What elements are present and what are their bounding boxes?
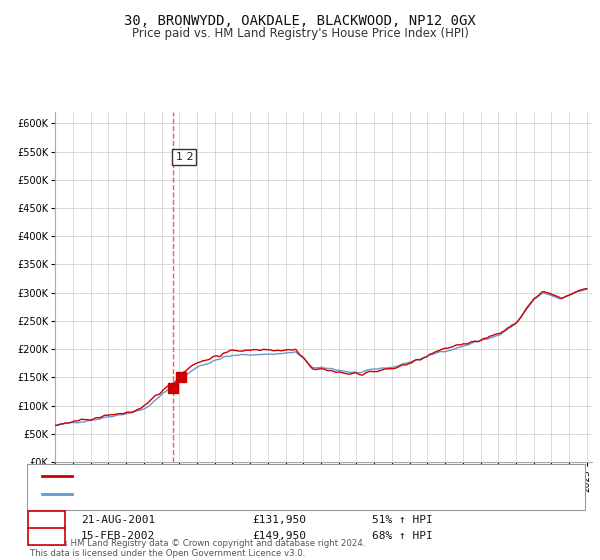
Text: HPI: Average price, detached house, Caerphilly: HPI: Average price, detached house, Caer…	[78, 489, 313, 499]
Text: Price paid vs. HM Land Registry's House Price Index (HPI): Price paid vs. HM Land Registry's House …	[131, 27, 469, 40]
Text: 21-AUG-2001: 21-AUG-2001	[81, 515, 155, 525]
Text: 1 2: 1 2	[176, 152, 193, 162]
Text: £149,950: £149,950	[252, 531, 306, 542]
Text: 30, BRONWYDD, OAKDALE, BLACKWOOD, NP12 0GX: 30, BRONWYDD, OAKDALE, BLACKWOOD, NP12 0…	[124, 14, 476, 28]
Text: 30, BRONWYDD, OAKDALE, BLACKWOOD, NP12 0GX (detached house): 30, BRONWYDD, OAKDALE, BLACKWOOD, NP12 0…	[78, 471, 430, 481]
Text: £131,950: £131,950	[252, 515, 306, 525]
Text: 2: 2	[43, 531, 50, 542]
Text: 1: 1	[43, 515, 50, 525]
Text: Contains HM Land Registry data © Crown copyright and database right 2024.
This d: Contains HM Land Registry data © Crown c…	[30, 539, 365, 558]
Text: 68% ↑ HPI: 68% ↑ HPI	[372, 531, 433, 542]
Text: 51% ↑ HPI: 51% ↑ HPI	[372, 515, 433, 525]
Text: 15-FEB-2002: 15-FEB-2002	[81, 531, 155, 542]
